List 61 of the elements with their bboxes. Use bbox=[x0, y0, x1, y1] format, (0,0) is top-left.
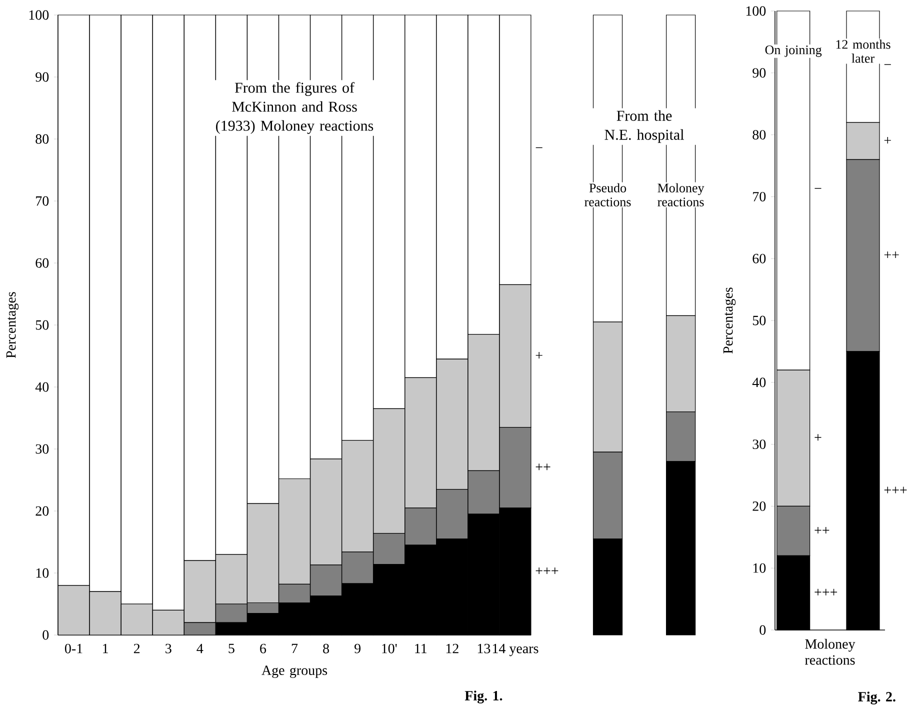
series-label: + bbox=[884, 137, 891, 144]
x-tick-label: 6 bbox=[260, 644, 266, 654]
y-tick-label: 40 bbox=[752, 378, 766, 388]
text: From the figures of McKinnon and Ross (1933) Moloney reactions bbox=[216, 82, 374, 134]
y-tick-label: 20 bbox=[752, 501, 766, 511]
x-tick-label: 3 bbox=[166, 644, 172, 654]
y-tick-label: 20 bbox=[36, 506, 49, 516]
y-tick-label: 90 bbox=[36, 72, 49, 82]
y-tick-label: 10 bbox=[753, 563, 766, 573]
y-axis-title: Percentages bbox=[6, 292, 19, 358]
x-tick-label: 11 bbox=[415, 644, 427, 654]
x-tick-label: 12 bbox=[446, 644, 458, 654]
y-tick-label: 60 bbox=[36, 258, 49, 268]
series-label: + bbox=[536, 352, 542, 359]
text: + bbox=[814, 434, 822, 441]
text: From the N.E. hospital bbox=[604, 110, 684, 143]
series-label: +++ bbox=[884, 486, 907, 494]
series-label: − bbox=[884, 64, 891, 65]
x-tick-label: 10' bbox=[382, 644, 397, 654]
y-tick-label: 70 bbox=[753, 192, 766, 202]
x-tick-label: 5 bbox=[228, 644, 234, 654]
y-tick-label: 50 bbox=[752, 316, 766, 326]
text: ++ bbox=[814, 527, 830, 534]
y-axis-title: Percentages bbox=[723, 288, 736, 354]
x-tick-label: 13 bbox=[478, 644, 490, 654]
x-tick-label: 9 bbox=[354, 644, 360, 654]
y-tick-label: 0 bbox=[760, 625, 766, 635]
text: − bbox=[814, 188, 822, 189]
y-tick-label: 30 bbox=[752, 440, 766, 450]
series-label: − bbox=[536, 147, 542, 148]
category-label: Moloney reactions bbox=[658, 183, 704, 206]
caption: Fig. 2. bbox=[858, 692, 896, 704]
x-tick-label: 8 bbox=[323, 644, 329, 654]
caption: Fig. 1. bbox=[464, 690, 502, 704]
x-tick-label: 1 bbox=[103, 644, 108, 654]
y-tick-label: 60 bbox=[752, 254, 766, 264]
x-tick-label: 14 years bbox=[492, 644, 538, 656]
y-tick-label: 50 bbox=[36, 320, 49, 330]
x-tick-label: 2 bbox=[134, 644, 140, 654]
y-tick-label: 70 bbox=[36, 196, 49, 206]
series-label: +++ bbox=[536, 568, 558, 574]
text: +++ bbox=[814, 588, 838, 596]
y-tick-label: 80 bbox=[36, 134, 49, 144]
x-tick-label: 12 months later bbox=[836, 40, 890, 63]
x-tick-label: 4 bbox=[196, 644, 204, 654]
x-tick-label: On joining bbox=[765, 46, 822, 57]
y-tick-label: 30 bbox=[36, 444, 49, 454]
y-tick-label: 80 bbox=[752, 130, 766, 140]
series-label: ++ bbox=[536, 464, 550, 470]
y-tick-label: 0 bbox=[42, 630, 49, 640]
series-label: ++ bbox=[884, 252, 899, 258]
x-tick-label: 7 bbox=[292, 644, 298, 654]
x-axis-title: Age groups bbox=[262, 666, 328, 678]
y-tick-label: 40 bbox=[35, 382, 49, 392]
y-tick-label: 100 bbox=[29, 10, 49, 20]
y-tick-label: 90 bbox=[752, 68, 766, 78]
y-tick-label: 100 bbox=[746, 6, 766, 16]
x-tick-label: 0-1 bbox=[64, 644, 82, 654]
y-tick-label: 10 bbox=[36, 568, 49, 578]
x-axis-title: Moloney reactions bbox=[805, 638, 856, 665]
category-label: Pseudo reactions bbox=[584, 183, 631, 206]
